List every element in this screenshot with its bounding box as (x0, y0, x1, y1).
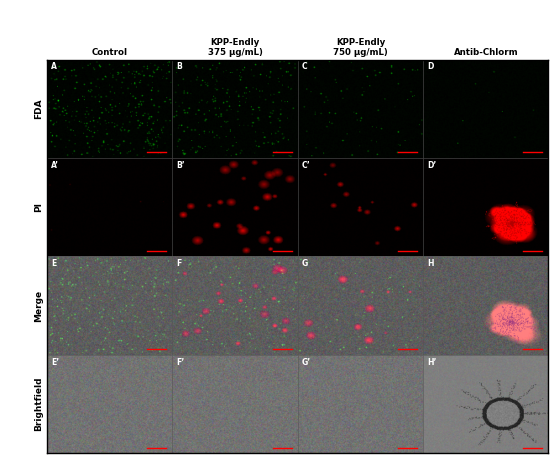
Text: Control: Control (92, 48, 128, 57)
Text: F’: F’ (176, 358, 184, 367)
Text: G’: G’ (301, 358, 311, 367)
Text: KPP-Endly
375 µg/mL): KPP-Endly 375 µg/mL) (208, 38, 263, 57)
Text: E: E (51, 259, 56, 268)
Text: D’: D’ (427, 161, 436, 170)
Text: E’: E’ (51, 358, 59, 367)
Text: B: B (176, 62, 182, 71)
Text: F: F (176, 259, 182, 268)
Text: PI: PI (34, 202, 43, 212)
Text: Antib-Chlorm: Antib-Chlorm (454, 48, 518, 57)
Text: H: H (427, 259, 433, 268)
Text: H’: H’ (427, 358, 436, 367)
Text: C’: C’ (301, 161, 310, 170)
Text: G: G (301, 259, 308, 268)
Text: KPP-Endly
750 µg/mL): KPP-Endly 750 µg/mL) (333, 38, 388, 57)
Text: Brightfield: Brightfield (34, 377, 43, 431)
Text: FDA: FDA (34, 98, 43, 119)
Text: D: D (427, 62, 433, 71)
Text: A’: A’ (51, 161, 59, 170)
Text: C: C (301, 62, 307, 71)
Text: A: A (51, 62, 57, 71)
Text: Merge: Merge (34, 289, 43, 322)
Text: B’: B’ (176, 161, 185, 170)
